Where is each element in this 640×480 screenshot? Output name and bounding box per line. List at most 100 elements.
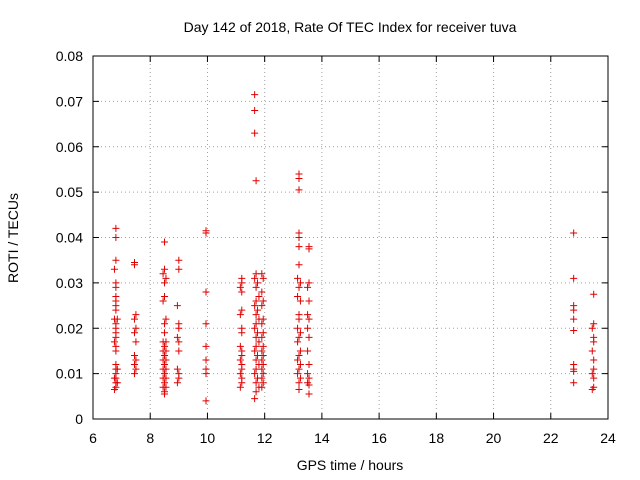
data-point [161, 390, 169, 398]
data-point [304, 370, 312, 378]
data-point [252, 177, 260, 185]
data-point [295, 175, 303, 183]
grid-lines [93, 56, 608, 419]
data-point [296, 347, 304, 355]
data-point [588, 386, 596, 394]
data-point [258, 383, 266, 391]
x-tick-label: 16 [371, 430, 387, 446]
x-tick-label: 18 [429, 430, 445, 446]
data-point [294, 356, 302, 364]
data-point [162, 315, 170, 323]
data-point [161, 361, 169, 369]
data-point [202, 370, 210, 378]
data-point [305, 297, 313, 305]
data-point [238, 379, 246, 387]
data-point [175, 338, 183, 346]
data-point [112, 306, 120, 314]
data-point [588, 324, 596, 332]
x-tick-label: 24 [600, 430, 616, 446]
data-point [252, 388, 260, 396]
data-point [161, 370, 169, 378]
data-point [305, 374, 313, 382]
data-point [132, 338, 140, 346]
data-point [258, 347, 266, 355]
data-point [130, 351, 138, 359]
data-point [132, 311, 140, 319]
data-points [110, 91, 598, 405]
data-point [259, 297, 267, 305]
data-point [305, 390, 313, 398]
data-point [130, 315, 138, 323]
x-axis-tick-labels: 6 8 10 12 14 16 18 20 22 24 [89, 430, 616, 446]
data-point [254, 279, 262, 287]
data-point [173, 365, 181, 373]
data-point [570, 229, 578, 237]
data-point [296, 374, 304, 382]
data-point [202, 397, 210, 405]
data-point [295, 351, 303, 359]
data-point [252, 311, 260, 319]
data-point [295, 243, 303, 251]
data-point [304, 283, 312, 291]
data-point [294, 370, 302, 378]
data-point [258, 270, 266, 278]
y-tick-label: 0.03 [56, 275, 83, 291]
data-point [295, 234, 303, 241]
data-point [294, 292, 302, 300]
data-point [295, 186, 303, 194]
data-point [570, 306, 578, 314]
data-point [175, 374, 183, 382]
data-point [590, 338, 598, 346]
data-point [161, 238, 169, 246]
data-point [175, 324, 183, 332]
x-tick-label: 10 [200, 430, 216, 446]
data-point [162, 347, 170, 355]
data-point [570, 367, 578, 375]
data-point [159, 270, 167, 278]
data-point [259, 274, 267, 282]
data-point [305, 279, 313, 287]
data-point [251, 395, 259, 403]
chart-title: Day 142 of 2018, Rate Of TEC Index for r… [184, 19, 517, 35]
data-point [252, 342, 260, 350]
data-point [161, 351, 169, 359]
x-axis-label: GPS time / hours [297, 457, 404, 473]
data-point [590, 356, 598, 364]
data-point [294, 338, 302, 346]
data-point [161, 342, 169, 350]
y-tick-label: 0.02 [56, 320, 83, 336]
data-point [238, 365, 246, 373]
data-point [162, 365, 170, 373]
data-point [161, 329, 169, 337]
data-point [305, 381, 313, 389]
x-tick-label: 8 [146, 430, 154, 446]
y-tick-label: 0.04 [56, 230, 83, 246]
data-point [590, 320, 598, 328]
data-point [570, 379, 578, 387]
data-point [173, 302, 181, 310]
data-point [161, 292, 169, 300]
axis-ticks [92, 55, 609, 420]
data-point [238, 306, 246, 314]
data-point [295, 261, 303, 269]
data-point [305, 315, 313, 323]
data-point [296, 329, 304, 337]
data-point [259, 315, 267, 323]
y-tick-label: 0.08 [56, 48, 83, 64]
data-point [238, 351, 246, 359]
data-point [304, 347, 312, 355]
x-tick-label: 6 [89, 430, 97, 446]
data-point [110, 338, 118, 346]
data-point [570, 327, 578, 335]
y-tick-label: 0.07 [56, 93, 83, 109]
data-point [112, 333, 120, 341]
data-point [258, 302, 266, 310]
data-point [251, 370, 259, 378]
data-point [175, 256, 183, 264]
data-point [296, 279, 304, 287]
data-point [258, 333, 266, 341]
data-point [294, 324, 302, 332]
data-point [161, 279, 169, 287]
